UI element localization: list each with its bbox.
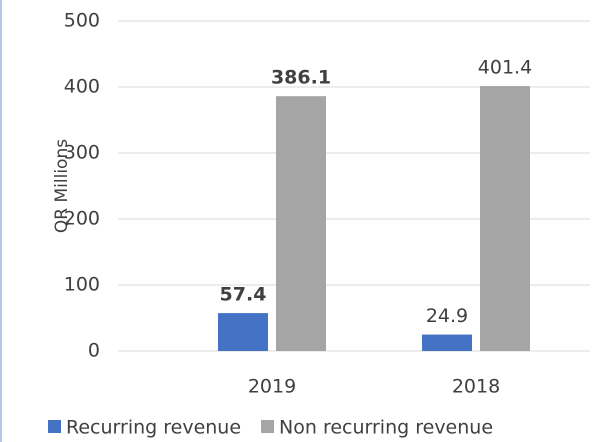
- data-label: 386.1: [271, 67, 331, 89]
- legend-label: Non recurring revenue: [279, 417, 493, 439]
- bar: [422, 334, 472, 351]
- data-label: 57.4: [220, 284, 267, 306]
- data-label: 24.9: [426, 305, 468, 327]
- bar: [218, 313, 268, 351]
- bar: [480, 86, 530, 352]
- legend-swatch: [261, 420, 275, 433]
- bar: [276, 96, 326, 351]
- x-tick-label: 2019: [248, 376, 296, 398]
- legend-label: Recurring revenue: [66, 417, 241, 439]
- y-tick-label: 200: [64, 208, 100, 230]
- y-tick-label: 300: [64, 142, 100, 164]
- y-tick-label: 500: [64, 10, 100, 32]
- y-axis-label: QR Millions: [52, 139, 72, 233]
- y-tick-label: 400: [64, 76, 100, 98]
- data-label: 401.4: [478, 57, 532, 79]
- y-tick-label: 0: [88, 340, 100, 362]
- x-tick-label: 2018: [452, 376, 500, 398]
- legend-swatch: [48, 420, 61, 433]
- y-tick-label: 100: [64, 274, 100, 296]
